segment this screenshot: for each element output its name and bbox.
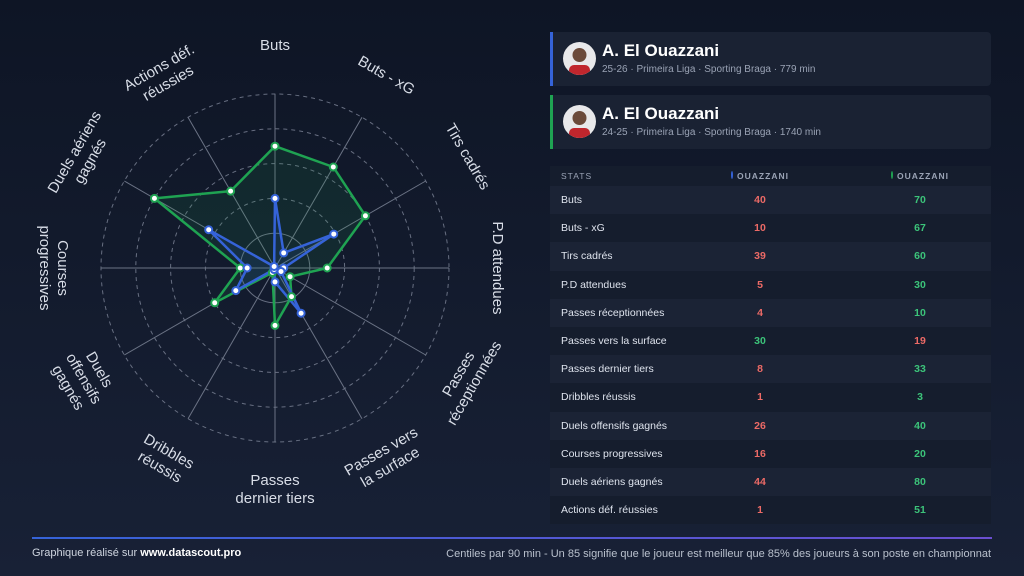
stat-name: Passes réceptionnées (561, 306, 665, 319)
legend-dot (731, 171, 734, 179)
point (270, 193, 280, 203)
stat-name: Tirs cadrés (561, 250, 613, 263)
stat-name: P.D attendues (561, 278, 627, 291)
stat-name: Passes vers la surface (561, 335, 667, 348)
credit-text: Graphique réalisé sur (32, 547, 138, 559)
point (296, 308, 306, 318)
table-row: Dribbles réussis 1 3 (550, 383, 991, 412)
point (242, 263, 252, 273)
header-stats: STATS (561, 171, 593, 181)
table-row: Passes vers la surface 30 19 (550, 326, 991, 356)
stat-name: Buts - xG (561, 222, 605, 235)
stat-name: Passes dernier tiers (561, 363, 654, 376)
axis-label: Courses progressives (36, 225, 71, 311)
stats-table: STATS OUAZZANI OUAZZANI Buts 40 70 Buts - x… (550, 166, 991, 525)
avatar (563, 42, 596, 75)
point (210, 298, 220, 308)
stat-name: Actions déf. réussies (561, 504, 658, 517)
point (287, 292, 297, 302)
stat-name: Dribbles réussis (561, 391, 636, 404)
point (149, 193, 159, 203)
legend-label: OUAZZANI (897, 171, 949, 181)
point (204, 225, 214, 235)
footer-note: Centiles par 90 min - Un 85 signifie que… (446, 548, 991, 560)
player-info: 24-25 · Primeira Liga · Sporting Braga ·… (602, 127, 821, 138)
divider (32, 537, 992, 539)
spoke (187, 267, 276, 419)
stat-name: Courses progressives (561, 447, 663, 460)
table-row: Courses progressives 16 20 (550, 439, 991, 468)
point (270, 141, 280, 151)
legend-label: OUAZZANI (737, 171, 789, 181)
point (235, 263, 245, 273)
point (328, 162, 338, 172)
stat-name: Duels aériens gagnés (561, 475, 663, 488)
spoke (274, 267, 426, 356)
series-bar (550, 32, 553, 86)
player-name: A. El Ouazzani (602, 41, 720, 60)
player-card: A. El Ouazzani 25-26 · Primeira Liga · S… (550, 32, 991, 86)
point (322, 263, 332, 273)
footer-credit: Graphique réalisé sur www.datascout.pro (32, 547, 241, 559)
point (226, 186, 236, 196)
table-row: Duels aériens gagnés 44 80 (550, 467, 991, 497)
point (270, 320, 280, 330)
point (360, 211, 370, 221)
radar-chart (100, 93, 450, 443)
table-row: Passes dernier tiers 8 33 (550, 355, 991, 384)
point (329, 229, 339, 239)
point (269, 261, 279, 271)
table-row: P.D attendues 5 30 (550, 270, 991, 299)
player-name: A. El Ouazzani (602, 104, 720, 123)
stat-name: Duels offensifs gagnés (561, 419, 668, 432)
player-card: A. El Ouazzani 24-25 · Primeira Liga · S… (550, 95, 991, 149)
point (270, 277, 280, 287)
table-header: STATS OUAZZANI OUAZZANI (550, 166, 991, 186)
table-row: Tirs cadrés 39 60 (550, 242, 991, 271)
axis-label: Buts (259, 37, 290, 54)
table-row: Duels offensifs gagnés 26 40 (550, 411, 991, 440)
point (285, 272, 295, 282)
table-row: Actions déf. réussies 1 51 (550, 496, 991, 525)
credit-site: www.datascout.pro (140, 547, 242, 559)
table-row: Buts - xG 10 67 (550, 214, 991, 243)
spoke (274, 117, 363, 269)
stat-name: Buts (561, 194, 583, 207)
point (279, 248, 289, 258)
player-info: 25-26 · Primeira Liga · Sporting Braga ·… (602, 64, 816, 75)
axis-label: P.D attendues (489, 221, 506, 315)
series-bar (550, 95, 553, 149)
point (231, 286, 241, 296)
legend-dot (891, 171, 894, 179)
table-row: Passes réceptionnées 4 10 (550, 298, 991, 327)
avatar (563, 105, 596, 138)
table-row: Buts 40 70 (550, 186, 991, 215)
axis-label: Passes dernier tiers (235, 472, 315, 507)
spoke (274, 180, 426, 269)
